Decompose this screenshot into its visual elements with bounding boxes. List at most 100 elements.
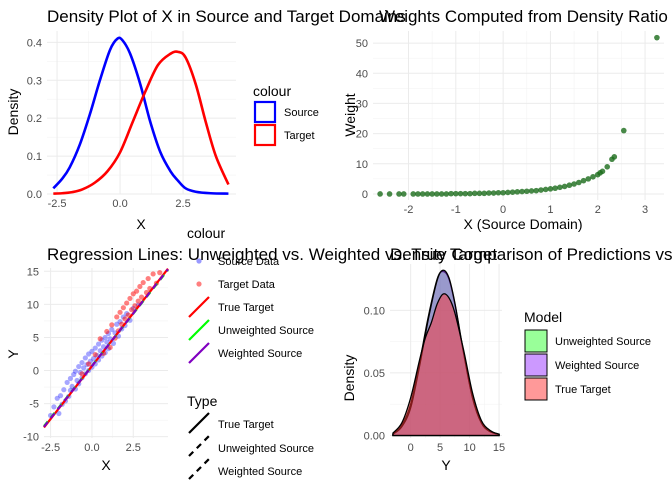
- weight-point: [552, 185, 558, 192]
- gridlines: [373, 31, 664, 200]
- weight-point: [533, 187, 540, 194]
- legend-label-true-target: True Target: [555, 384, 611, 396]
- weight-point: [443, 191, 450, 197]
- source-data-point: [71, 371, 77, 378]
- x-axis-label: X: [136, 216, 146, 232]
- legend-label-target: Target: [284, 130, 315, 142]
- weight-point: [410, 191, 417, 197]
- density-area-true-target: [392, 293, 500, 437]
- weight-point: [571, 181, 577, 187]
- y-tick-label: 20: [356, 129, 368, 141]
- y-tick-label: -10: [23, 432, 39, 444]
- scatter-points: [48, 270, 163, 419]
- source-data-point: [72, 368, 79, 374]
- target-data-point: [97, 336, 103, 342]
- legend-key-weighted-source: [188, 342, 210, 364]
- source-data-point: [109, 326, 115, 333]
- weight-point: [476, 190, 483, 197]
- source-data-point: [61, 387, 67, 393]
- target-data-point: [109, 322, 115, 328]
- legend-key-true-target: [524, 377, 548, 401]
- legend-key-unweighted-source: [188, 319, 210, 341]
- legend-key-type-weighted: [188, 458, 210, 480]
- source-data-point: [51, 404, 57, 410]
- x-tick-label: 2.5: [126, 442, 141, 454]
- weight-point: [462, 190, 469, 197]
- legend-label-weighted-source: Weighted Source: [218, 348, 302, 360]
- density-line-target: [53, 50, 230, 195]
- target-data-point: [117, 309, 123, 315]
- x-axis-label: Y: [441, 457, 451, 473]
- weight-point: [611, 154, 618, 160]
- source-data-point: [67, 375, 74, 382]
- y-tick-label: 0: [33, 366, 39, 378]
- y-tick-label: 0.3: [27, 75, 42, 87]
- x-tick-label: 2.5: [175, 198, 190, 210]
- weight-point: [486, 190, 492, 196]
- weight-point: [429, 191, 435, 197]
- source-data-point: [54, 395, 60, 401]
- legend-label-type-true-target: True Target: [218, 419, 274, 431]
- y-tick-labels: 0.00 0.05 0.10: [364, 305, 385, 442]
- legend-title: colour: [187, 225, 225, 241]
- legend-key-type-true-target: [188, 412, 210, 434]
- y-tick-label: 0.2: [27, 113, 42, 125]
- target-data-point: [157, 270, 163, 276]
- target-data-point: [79, 371, 85, 377]
- y-tick-label: -5: [29, 399, 39, 411]
- panel-weights: -2 -1 0 1 2 3 0 10 20 30 40 50 X (Source Domain) W…: [342, 31, 664, 232]
- y-tick-label: 10: [27, 299, 39, 311]
- source-data-point: [82, 355, 88, 361]
- plot-area: [373, 31, 664, 200]
- x-tick-label: -2.5: [41, 442, 60, 454]
- y-tick-label: 10: [356, 159, 368, 171]
- x-tick-label: 0.0: [84, 442, 99, 454]
- source-data-point: [56, 410, 62, 417]
- target-data-point: [132, 303, 138, 309]
- weight-point: [566, 182, 573, 189]
- x-tick-labels: -2.5 0.0 2.5: [41, 442, 141, 454]
- weight-point: [542, 186, 549, 193]
- weight-point: [528, 188, 535, 194]
- weight-point: [523, 188, 530, 195]
- weight-point: [457, 190, 464, 197]
- target-data-point: [124, 300, 130, 306]
- x-tick-label: -2.5: [48, 198, 67, 210]
- y-tick-labels: 0 10 20 30 40 50: [356, 38, 368, 201]
- title-prediction-density: Density Comparison of Predictions vs. Tr…: [390, 245, 672, 264]
- x-tick-label: 0: [408, 442, 414, 454]
- gridlines: [44, 268, 168, 438]
- y-tick-label: 30: [356, 98, 368, 110]
- title-density-x: Density Plot of X in Source and Target D…: [47, 7, 406, 26]
- legend-colour: colour Source Target: [253, 83, 319, 147]
- source-data-point: [76, 363, 82, 370]
- y-tick-label: 0: [362, 189, 368, 201]
- y-tick-label: 0.1: [27, 151, 42, 163]
- source-data-point: [89, 348, 95, 354]
- title-regression: Regression Lines: Unweighted vs. Weighte…: [47, 245, 497, 264]
- y-tick-label: 0.05: [364, 368, 385, 380]
- legend-label-unweighted-source: Unweighted Source: [218, 325, 314, 337]
- x-tick-label: 0.0: [112, 198, 127, 210]
- weight-point: [654, 34, 660, 41]
- density-lines: [52, 36, 230, 195]
- source-data-point: [92, 345, 98, 351]
- x-tick-label: 5: [437, 442, 443, 454]
- x-tick-label: 10: [463, 442, 475, 454]
- y-axis-label: Density: [341, 355, 357, 402]
- regression-line-weighted-source: [43, 268, 169, 428]
- legend-type: Type True Target Unweighted Source Weigh…: [187, 393, 314, 480]
- y-tick-label: 0.10: [364, 305, 385, 317]
- x-tick-label: 3: [642, 204, 648, 216]
- y-tick-label: 50: [356, 38, 368, 50]
- y-tick-label: 5: [33, 332, 39, 344]
- legend-key-weighted-source: [524, 353, 548, 377]
- weight-point: [377, 191, 383, 197]
- target-data-point: [127, 295, 133, 302]
- weight-point: [505, 189, 511, 196]
- target-data-point: [137, 283, 143, 290]
- source-data-point: [64, 379, 70, 386]
- panel-density-x: -2.5 0.0 2.5 0.0 0.1 0.2 0.3 0.4 X Density col…: [5, 31, 319, 232]
- density-areas: [392, 269, 500, 437]
- weight-point: [509, 189, 516, 195]
